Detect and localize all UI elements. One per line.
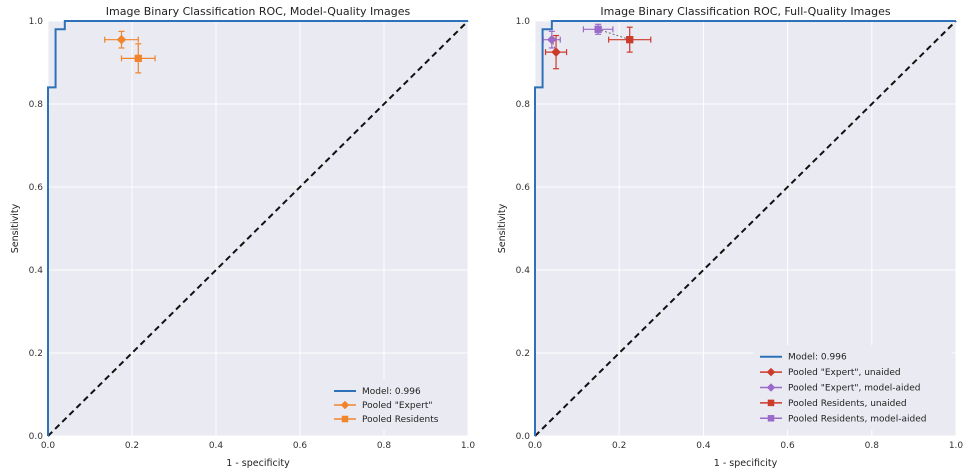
reader-marker bbox=[626, 36, 634, 44]
reader-point-0 bbox=[544, 34, 568, 70]
x-tick-label: 0.0 bbox=[41, 441, 56, 451]
x-tick-label: 1.0 bbox=[949, 441, 964, 451]
x-tick-label: 0.4 bbox=[696, 441, 711, 451]
chance-line bbox=[47, 20, 469, 437]
legend-label: Pooled "Expert", unaided bbox=[788, 368, 901, 378]
y-tick-label: 0.6 bbox=[29, 183, 44, 193]
legend-swatch-marker bbox=[767, 415, 775, 422]
y-tick-label: 0.0 bbox=[516, 432, 531, 442]
legend-entry-3: Pooled Residents, unaided bbox=[760, 399, 907, 409]
legend: Model: 0.996 Pooled "Expert", unaided Pool… bbox=[754, 345, 952, 430]
legend-swatch-marker bbox=[341, 415, 349, 423]
legend-entry-0: Model: 0.996 bbox=[334, 387, 421, 397]
reader-point-2 bbox=[608, 26, 652, 53]
legend-label: Pooled "Expert" bbox=[362, 401, 433, 411]
y-tick-label: 0.4 bbox=[516, 266, 531, 276]
legend-swatch-marker bbox=[766, 367, 776, 377]
legend-box bbox=[754, 345, 952, 430]
legend-entry-0: Model: 0.996 bbox=[760, 353, 847, 363]
roc-curve-line bbox=[47, 20, 468, 436]
x-tick-label: 0.0 bbox=[528, 441, 543, 451]
y-axis-label: Sensitivity bbox=[10, 203, 21, 253]
change-arrow bbox=[598, 28, 630, 41]
reader-point-0 bbox=[104, 30, 139, 49]
legend-entry-1: Pooled "Expert", unaided bbox=[760, 367, 901, 378]
legend-entry-2: Pooled Residents bbox=[334, 415, 439, 425]
reader-marker bbox=[134, 54, 142, 62]
roc-chart-full-quality: 0.0 0.2 0.4 0.6 0.8 1.0 0.0 0.2 0.4 0.6 0.8 1.0 Imag… bbox=[497, 5, 963, 469]
x-tick-label: 0.6 bbox=[293, 441, 308, 451]
y-axis-label: Sensitivity bbox=[497, 203, 508, 253]
x-tick-label: 0.2 bbox=[612, 441, 626, 451]
legend-label: Pooled Residents bbox=[362, 415, 439, 425]
legend-entry-2: Pooled "Expert", model-aided bbox=[760, 383, 920, 394]
reader-marker bbox=[594, 25, 602, 33]
legend-swatch-marker bbox=[766, 383, 776, 392]
y-tick-label: 1.0 bbox=[29, 17, 44, 27]
legend-label: Model: 0.996 bbox=[362, 387, 421, 397]
legend-entry-4: Pooled Residents, model-aided bbox=[760, 414, 926, 424]
reader-marker bbox=[116, 34, 127, 45]
x-tick-label: 0.2 bbox=[125, 441, 139, 451]
legend-entry-1: Pooled "Expert" bbox=[334, 400, 433, 411]
reader-point-1 bbox=[542, 30, 561, 49]
legend-label: Pooled "Expert", model-aided bbox=[788, 384, 920, 394]
legend-label: Pooled Residents, model-aided bbox=[788, 414, 926, 424]
legend-swatch-marker bbox=[767, 399, 775, 407]
y-tick-label: 0.4 bbox=[29, 266, 44, 276]
reader-point-3 bbox=[582, 23, 614, 35]
legend-swatch-marker bbox=[340, 400, 350, 410]
reader-marker bbox=[551, 47, 561, 57]
x-tick-label: 0.6 bbox=[780, 441, 795, 451]
x-tick-label: 1.0 bbox=[461, 441, 476, 451]
legend-label: Model: 0.996 bbox=[788, 353, 847, 363]
roc-chart-model-quality: 0.0 0.2 0.4 0.6 0.8 1.0 0.0 0.2 0.4 0.6 0.8 1.0 Imag… bbox=[10, 5, 475, 469]
y-tick-label: 0.2 bbox=[29, 349, 43, 359]
legend: Model: 0.996 Pooled "Expert" Pooled Reside… bbox=[328, 380, 464, 430]
roc-curve-line bbox=[534, 20, 956, 436]
y-tick-label: 0.0 bbox=[29, 432, 44, 442]
x-axis-label: 1 - specificity bbox=[714, 458, 778, 469]
x-tick-label: 0.4 bbox=[209, 441, 224, 451]
y-tick-label: 0.8 bbox=[516, 100, 531, 110]
chart-title: Image Binary Classification ROC, Model-Q… bbox=[106, 5, 411, 18]
legend-label: Pooled Residents, unaided bbox=[788, 399, 907, 409]
y-tick-label: 0.2 bbox=[516, 349, 530, 359]
reader-marker bbox=[546, 34, 557, 45]
y-tick-label: 0.8 bbox=[29, 100, 44, 110]
y-tick-label: 1.0 bbox=[516, 17, 531, 27]
x-axis-label: 1 - specificity bbox=[226, 458, 290, 469]
chart-title: Image Binary Classification ROC, Full-Qu… bbox=[600, 5, 890, 18]
x-tick-label: 0.8 bbox=[865, 441, 880, 451]
chance-line bbox=[534, 20, 957, 437]
x-tick-label: 0.8 bbox=[377, 441, 392, 451]
y-tick-label: 0.6 bbox=[516, 183, 531, 193]
reader-point-1 bbox=[120, 43, 156, 74]
